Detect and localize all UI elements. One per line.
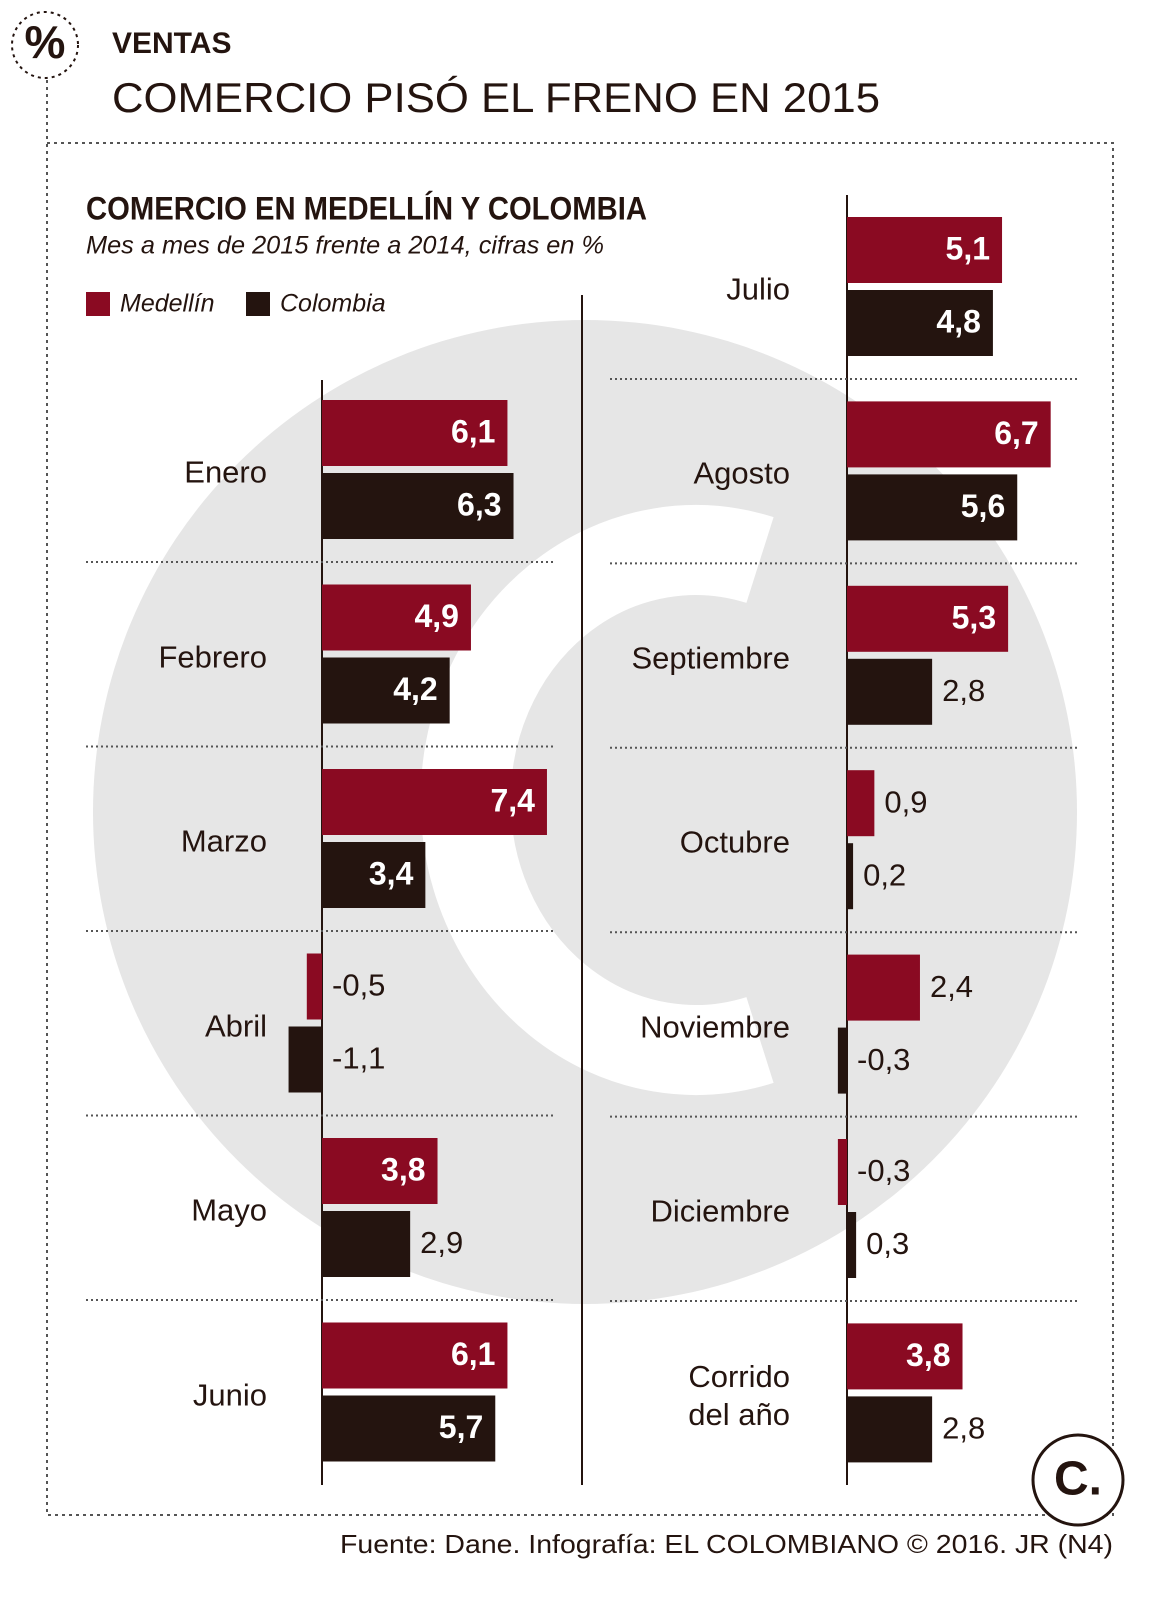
- value-label: -0,3: [857, 1042, 910, 1077]
- category-label: Febrero: [158, 638, 267, 674]
- page-title: COMERCIO PISÓ EL FRENO EN 2015: [112, 74, 880, 121]
- bar: [322, 400, 508, 466]
- category-label: Enero: [184, 454, 267, 490]
- frame: [46, 142, 1114, 1516]
- bar: [847, 585, 1009, 652]
- value-label: 3,8: [381, 1151, 425, 1187]
- bar: [847, 843, 854, 910]
- icon-circle: [11, 11, 79, 79]
- value-label: 6,1: [451, 1336, 495, 1372]
- chart-title: COMERCIO EN MEDELLÍN Y COLOMBIA: [86, 190, 647, 226]
- chart-subtitle: Mes a mes de 2015 frente a 2014, cifras …: [86, 232, 604, 260]
- value-label: 5,3: [952, 599, 996, 635]
- value-label: 6,1: [451, 413, 495, 449]
- bar: [837, 1139, 847, 1205]
- category-label: Junio: [192, 1376, 267, 1412]
- bar: [288, 1026, 322, 1093]
- value-label: -1,1: [332, 1041, 385, 1076]
- icon: %: [25, 16, 66, 68]
- bar: [847, 217, 1003, 283]
- category-label: Abril: [204, 1007, 267, 1043]
- bar: [322, 769, 547, 835]
- value-label: 0,2: [863, 857, 906, 892]
- bar: [322, 1395, 496, 1462]
- watermark: [93, 320, 1077, 1304]
- source: Fuente: Dane. Infografía: EL COLOMBIANO …: [340, 1529, 1113, 1559]
- legend-label: Medellín: [120, 290, 215, 318]
- value-label: 2,4: [930, 969, 973, 1004]
- value-label: 0,9: [884, 784, 927, 819]
- value-label: -0,5: [332, 968, 385, 1003]
- legend-swatch: [86, 292, 110, 316]
- legend-swatch: [246, 292, 270, 316]
- bar: [847, 954, 920, 1021]
- value-label: 3,4: [369, 855, 414, 891]
- bar: [322, 584, 471, 651]
- kicker: VENTAS: [112, 27, 231, 60]
- bar: [847, 1212, 857, 1278]
- value-label: 2,8: [942, 673, 985, 708]
- value-label: 4,9: [414, 598, 458, 634]
- category-label: Marzo: [180, 823, 267, 859]
- bar: [322, 657, 450, 724]
- value-label: 5,7: [439, 1409, 483, 1445]
- value-label: 5,1: [946, 230, 990, 266]
- bar: [847, 1323, 963, 1390]
- value-label: 4,8: [936, 303, 980, 339]
- value-label: 2,9: [420, 1225, 463, 1260]
- category-label: Noviembre: [640, 1009, 790, 1044]
- category-label: Julio: [726, 271, 790, 307]
- value-label: 7,4: [490, 782, 535, 818]
- value-label: 2,8: [942, 1411, 985, 1446]
- value-label: 3,8: [906, 1337, 950, 1373]
- bar: [306, 953, 322, 1020]
- category-label: Octubre: [679, 824, 790, 860]
- value-label: 5,6: [961, 488, 1005, 524]
- value-label: 6,3: [457, 486, 501, 522]
- category-label: Mayo: [191, 1192, 267, 1228]
- bar: [847, 474, 1018, 541]
- bar: [847, 290, 993, 356]
- logo-circle: [1031, 1433, 1125, 1527]
- bar: [847, 658, 933, 725]
- bar: [847, 770, 875, 837]
- bar: [847, 1396, 933, 1463]
- category-label: Septiembre: [631, 640, 790, 676]
- category-label: Diciembre: [650, 1193, 790, 1229]
- bar: [322, 842, 426, 908]
- logo: C.: [1054, 1453, 1102, 1506]
- legend-label: Colombia: [280, 290, 386, 318]
- bar: [322, 1211, 411, 1277]
- value-label: 4,2: [393, 671, 437, 707]
- bar: [322, 1322, 508, 1389]
- bar: [847, 401, 1051, 468]
- category-label: Agosto: [693, 455, 790, 491]
- bar: [837, 1027, 847, 1094]
- value-label: -0,3: [857, 1153, 910, 1188]
- value-label: 6,7: [994, 415, 1038, 451]
- value-label: 0,3: [866, 1226, 909, 1261]
- bar: [322, 1138, 438, 1204]
- category-label: Corrido del año: [688, 1359, 790, 1432]
- bar: [322, 473, 514, 539]
